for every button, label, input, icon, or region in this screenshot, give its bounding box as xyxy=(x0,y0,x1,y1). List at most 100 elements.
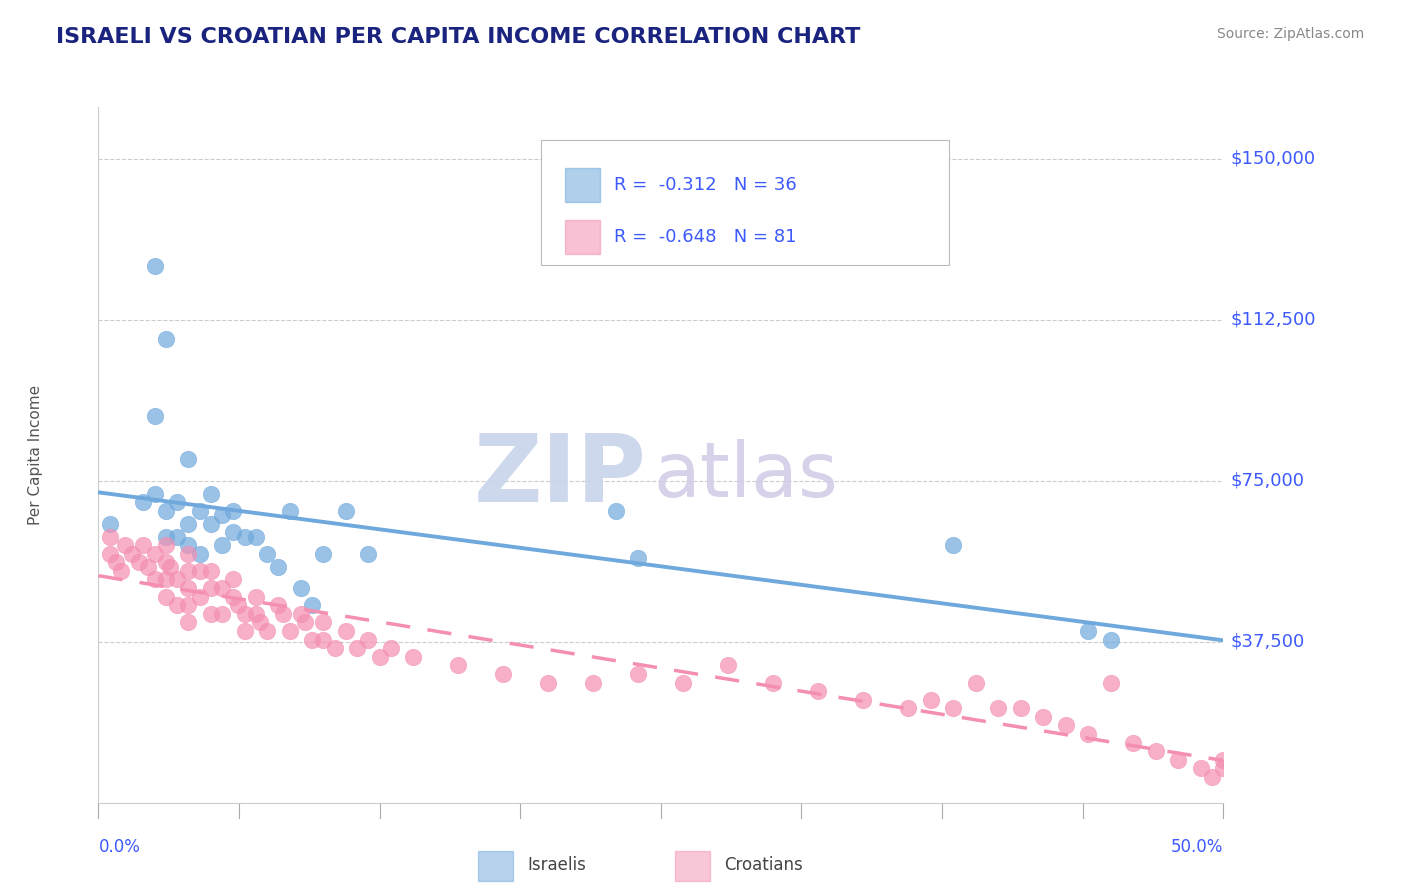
Text: atlas: atlas xyxy=(654,439,838,513)
Point xyxy=(1054,718,1077,732)
Point xyxy=(222,525,245,540)
Point xyxy=(1144,744,1167,758)
Point xyxy=(897,701,920,715)
Point xyxy=(121,547,143,561)
Text: 0.0%: 0.0% xyxy=(98,838,141,856)
Point xyxy=(271,607,294,621)
Point xyxy=(155,332,177,346)
Point xyxy=(132,538,155,552)
Point xyxy=(920,692,942,706)
Point xyxy=(335,504,357,518)
Point xyxy=(267,599,290,613)
Point xyxy=(177,564,200,578)
Point xyxy=(1212,761,1234,775)
Point xyxy=(143,409,166,424)
Point xyxy=(672,675,695,690)
Point xyxy=(136,559,159,574)
Point xyxy=(1099,632,1122,647)
Point xyxy=(1077,624,1099,638)
Point xyxy=(200,486,222,500)
Point xyxy=(200,564,222,578)
Point xyxy=(166,573,188,587)
Point xyxy=(1032,710,1054,724)
Point xyxy=(492,667,515,681)
Point xyxy=(200,581,222,595)
Text: Croatians: Croatians xyxy=(724,856,803,874)
Point xyxy=(278,624,301,638)
Point xyxy=(447,658,470,673)
Point xyxy=(159,559,181,574)
Point xyxy=(717,658,740,673)
Point xyxy=(177,615,200,630)
Text: R =  -0.312   N = 36: R = -0.312 N = 36 xyxy=(614,176,797,194)
Point xyxy=(807,684,830,698)
Point xyxy=(177,452,200,467)
Point xyxy=(852,692,875,706)
Point xyxy=(402,649,425,664)
Point xyxy=(245,590,267,604)
Point xyxy=(211,581,233,595)
Point xyxy=(357,547,380,561)
Point xyxy=(200,516,222,531)
Point xyxy=(188,547,211,561)
Point xyxy=(233,529,256,543)
Point xyxy=(294,615,316,630)
Point xyxy=(177,547,200,561)
Point xyxy=(188,590,211,604)
Point xyxy=(987,701,1010,715)
Point xyxy=(166,529,188,543)
Point xyxy=(177,538,200,552)
Text: 50.0%: 50.0% xyxy=(1171,838,1223,856)
Point xyxy=(155,529,177,543)
Point xyxy=(155,590,177,604)
Point xyxy=(128,555,150,569)
Point xyxy=(155,573,177,587)
Point xyxy=(98,547,121,561)
Point xyxy=(188,564,211,578)
Point xyxy=(965,675,987,690)
Point xyxy=(605,504,627,518)
Point xyxy=(1077,727,1099,741)
Point xyxy=(155,538,177,552)
Point xyxy=(1167,753,1189,767)
Point xyxy=(222,504,245,518)
Point xyxy=(762,675,785,690)
Point xyxy=(200,607,222,621)
Point xyxy=(249,615,271,630)
Point xyxy=(1189,761,1212,775)
Point xyxy=(143,547,166,561)
Point xyxy=(177,599,200,613)
Point xyxy=(537,675,560,690)
Point xyxy=(346,641,368,656)
Point xyxy=(267,559,290,574)
Point xyxy=(312,547,335,561)
Point xyxy=(1212,753,1234,767)
Point xyxy=(368,649,391,664)
Point xyxy=(245,607,267,621)
Point xyxy=(942,538,965,552)
Point xyxy=(211,538,233,552)
Point xyxy=(166,495,188,509)
Point xyxy=(177,516,200,531)
Point xyxy=(98,516,121,531)
Point xyxy=(114,538,136,552)
Point xyxy=(1099,675,1122,690)
Point xyxy=(582,675,605,690)
Point xyxy=(278,504,301,518)
Point xyxy=(627,551,650,566)
Point xyxy=(226,599,249,613)
Point xyxy=(155,555,177,569)
Point xyxy=(132,495,155,509)
Point xyxy=(256,547,278,561)
Point xyxy=(233,624,256,638)
Point xyxy=(233,607,256,621)
Point xyxy=(323,641,346,656)
Point xyxy=(301,632,323,647)
Text: ZIP: ZIP xyxy=(474,430,647,522)
Point xyxy=(942,701,965,715)
Point xyxy=(98,529,121,543)
Point xyxy=(312,615,335,630)
Point xyxy=(222,573,245,587)
Point xyxy=(1010,701,1032,715)
Point xyxy=(245,529,267,543)
